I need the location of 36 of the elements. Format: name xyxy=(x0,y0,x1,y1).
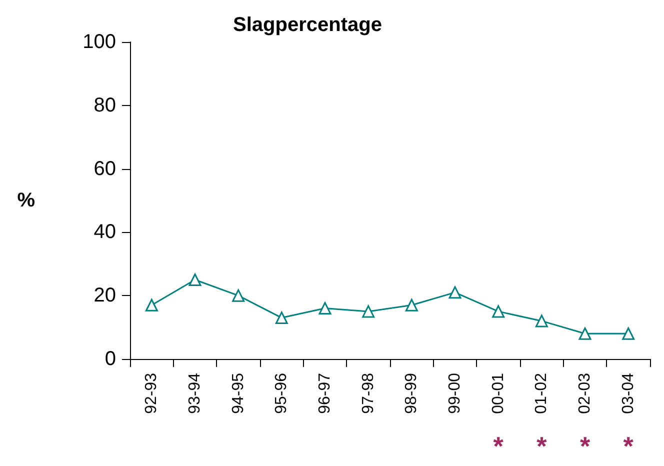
point xyxy=(492,305,505,318)
x-tick-label: 94-95 xyxy=(230,372,247,414)
x-tick-label: 01-02 xyxy=(533,372,550,414)
text: * xyxy=(493,431,504,461)
point xyxy=(362,305,375,318)
point xyxy=(535,314,548,328)
point xyxy=(448,286,462,299)
point xyxy=(318,302,332,315)
point xyxy=(188,274,202,286)
text: * xyxy=(623,431,634,461)
point xyxy=(405,298,418,312)
y-tick-label: 40 xyxy=(94,221,116,244)
x-tick-label: 96-97 xyxy=(316,372,334,414)
y-axis-title: % xyxy=(17,190,36,212)
y-tick-label: 100 xyxy=(82,31,116,53)
point xyxy=(578,327,592,340)
chart-title: Slagpercentage xyxy=(233,14,382,36)
x-tick-label: 03-04 xyxy=(620,372,637,414)
text: * xyxy=(536,431,548,461)
point xyxy=(275,312,288,324)
y-tick-label: 0 xyxy=(104,348,116,370)
point xyxy=(145,298,158,312)
y-tick-label: 60 xyxy=(94,158,116,180)
x-tick-label: 98-99 xyxy=(403,372,420,414)
text: * xyxy=(580,431,591,461)
x-tick-label: 00-01 xyxy=(490,372,507,414)
x-tick-label: 02-03 xyxy=(576,372,594,414)
point xyxy=(622,327,635,340)
x-tick-label: 93-94 xyxy=(186,372,204,414)
x-tick-label: 97-98 xyxy=(360,372,377,414)
y-tick-label: 80 xyxy=(94,94,116,116)
y-tick-label: 20 xyxy=(94,284,116,307)
x-tick-label: 92-93 xyxy=(143,372,160,414)
point xyxy=(232,289,245,302)
x-tick-label: 95-96 xyxy=(273,372,290,414)
x-tick-label: 99-00 xyxy=(446,372,464,414)
